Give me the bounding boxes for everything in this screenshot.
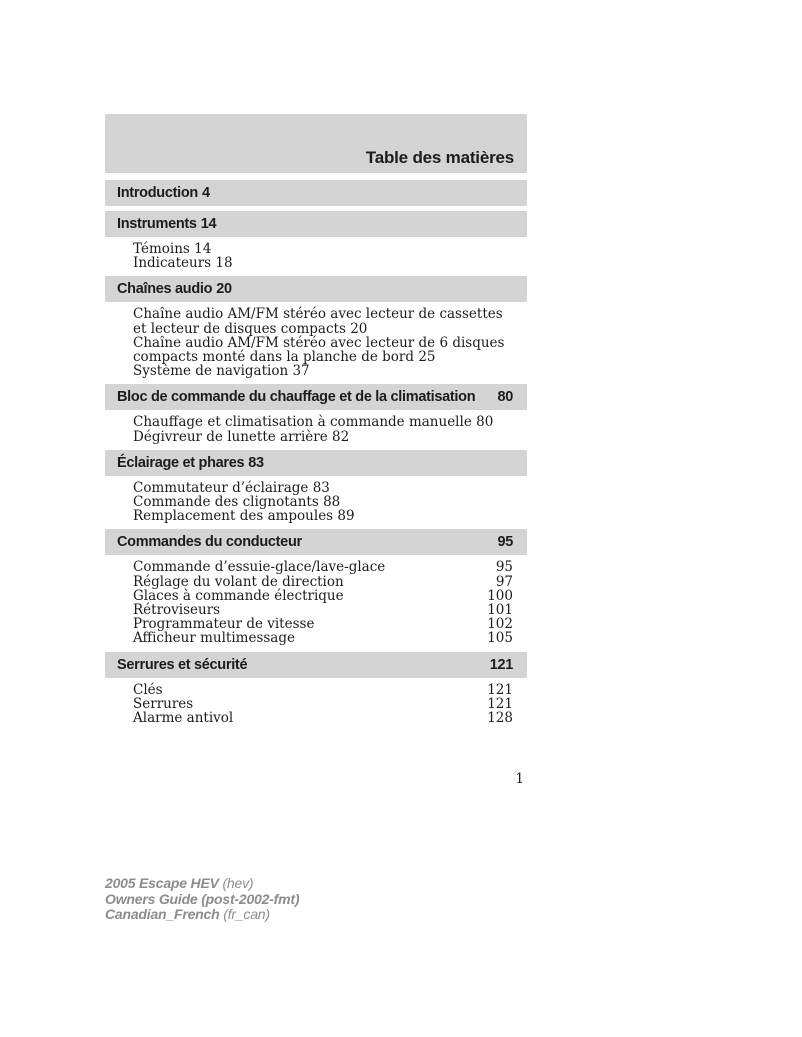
section-page-number: 95 bbox=[497, 534, 513, 551]
toc-entry: Alarme antivol 128 bbox=[133, 711, 513, 725]
entry-label: Remplacement des ampoules bbox=[133, 508, 334, 525]
toc-section-header: Serrures et sécurité 121 bbox=[105, 651, 527, 678]
footer-bold-text: Owners Guide (post-2002-fmt) bbox=[105, 890, 300, 907]
entry-page-number: 14 bbox=[194, 241, 212, 257]
section-page-number: 121 bbox=[489, 656, 514, 673]
section-items: Témoins 14 Indicateurs 18 bbox=[105, 237, 527, 271]
section-page-number: 20 bbox=[216, 281, 232, 298]
section-page-number: 80 bbox=[497, 389, 513, 406]
document-footer: 2005 Escape HEV (hev) Owners Guide (post-… bbox=[105, 875, 300, 923]
toc-entry: Dégivreur de lunette arrière 82 bbox=[133, 430, 513, 444]
entry-page-number: 105 bbox=[487, 630, 513, 647]
toc-entry: Clés 121 bbox=[133, 681, 513, 698]
entry-page-number: 128 bbox=[487, 710, 513, 727]
toc-section-header: Éclairage et phares 83 bbox=[105, 449, 527, 476]
entry-page-number: 20 bbox=[350, 320, 368, 337]
section-page-number: 4 bbox=[201, 185, 210, 201]
section-page-number: 83 bbox=[248, 454, 264, 471]
section-title: Serrures et sécurité bbox=[117, 656, 248, 673]
entry-page-number: 37 bbox=[292, 363, 310, 380]
section-title: Instruments bbox=[117, 216, 197, 232]
entry-page-number: 83 bbox=[312, 479, 330, 496]
entry-label: Chauffage et climatisation à commande ma… bbox=[133, 414, 472, 431]
entry-page-number: 18 bbox=[215, 255, 233, 272]
toc-entry: Chauffage et climatisation à commande ma… bbox=[133, 415, 513, 429]
entry-page-number: 80 bbox=[476, 414, 494, 431]
table-of-contents: Table des matières Introduction 4 Instrume… bbox=[105, 114, 527, 787]
footer-line: Canadian_French (fr_can) bbox=[105, 906, 299, 923]
footer-regular-text: (hev) bbox=[222, 875, 254, 891]
entry-page-number: 100 bbox=[487, 587, 513, 604]
entry-label: Clés bbox=[133, 681, 163, 698]
toc-section-header: Commandes du conducteur 95 bbox=[105, 529, 527, 556]
entry-label: Commande d’essuie-glace/lave-glace bbox=[133, 559, 386, 576]
entry-page-number: 97 bbox=[495, 573, 513, 590]
toc-entry: Rétroviseurs 101 bbox=[133, 603, 513, 617]
entry-label: Chaîne audio AM/FM stéréo avec lecteur d… bbox=[133, 334, 505, 366]
entry-label: Commande des clignotants bbox=[133, 494, 319, 511]
section-title: Chaînes audio bbox=[117, 281, 213, 298]
page-number: 1 bbox=[515, 771, 524, 787]
toc-sections: Introduction 4 Instruments 14 Témoins 14 Indi… bbox=[105, 180, 527, 726]
section-items: Chauffage et climatisation à commande ma… bbox=[105, 410, 527, 444]
entry-label: Dégivreur de lunette arrière bbox=[133, 428, 328, 445]
section-title: Éclairage et phares bbox=[117, 454, 245, 471]
toc-entry: Commande des clignotants 88 bbox=[133, 495, 513, 509]
entry-label: Indicateurs bbox=[133, 255, 212, 272]
entry-label: Programmateur de vitesse bbox=[133, 616, 315, 633]
toc-entry: Chaîne audio AM/FM stéréo avec lecteur d… bbox=[133, 307, 513, 335]
toc-section-header: Instruments 14 bbox=[105, 211, 527, 237]
entry-page-number: 101 bbox=[487, 602, 513, 619]
toc-entry: Témoins 14 bbox=[133, 242, 513, 256]
entry-label: Rétroviseurs bbox=[133, 602, 221, 619]
footer-bold-text: 2005 Escape HEV bbox=[105, 875, 219, 891]
section-items: Commande d’essuie-glace/lave-glace 95 Régl… bbox=[105, 555, 527, 646]
toc-entry: Afficheur multimessage 105 bbox=[133, 631, 513, 645]
footer-line: 2005 Escape HEV (hev) bbox=[105, 875, 299, 892]
section-title: Introduction bbox=[117, 185, 198, 201]
entry-label: Glaces à commande électrique bbox=[133, 587, 344, 604]
section-title: Commandes du conducteur bbox=[117, 534, 302, 551]
toc-entry: Indicateurs 18 bbox=[133, 256, 513, 270]
toc-entry: Chaîne audio AM/FM stéréo avec lecteur d… bbox=[133, 336, 513, 364]
entry-label: Système de navigation bbox=[133, 363, 289, 380]
section-items: Commutateur d’éclairage 83 Commande des c… bbox=[105, 476, 527, 525]
entry-label: Réglage du volant de direction bbox=[133, 573, 344, 590]
entry-label: Afficheur multimessage bbox=[133, 630, 295, 647]
toc-entry: Programmateur de vitesse 102 bbox=[133, 617, 513, 631]
toc-section-header: Introduction 4 bbox=[105, 180, 527, 206]
page-title: Table des matières bbox=[365, 148, 514, 167]
entry-label: Commutateur d’éclairage bbox=[133, 479, 309, 496]
toc-entry: Glaces à commande électrique 100 bbox=[133, 589, 513, 603]
entry-page-number: 121 bbox=[487, 695, 513, 712]
toc-entry: Serrures 121 bbox=[133, 697, 513, 711]
entry-label: Chaîne audio AM/FM stéréo avec lecteur d… bbox=[133, 306, 503, 337]
toc-entry: Commande d’essuie-glace/lave-glace 95 bbox=[133, 560, 513, 574]
entry-page-number: 95 bbox=[495, 559, 513, 576]
toc-entry: Remplacement des ampoules 89 bbox=[133, 509, 513, 523]
entry-page-number: 121 bbox=[487, 681, 513, 698]
entry-label: Témoins bbox=[133, 241, 190, 257]
footer-bold-text: Canadian_French bbox=[105, 906, 220, 922]
toc-entry: Système de navigation 37 bbox=[133, 364, 513, 378]
entry-label: Alarme antivol bbox=[133, 710, 234, 727]
entry-page-number: 82 bbox=[332, 428, 350, 445]
section-page-number: 14 bbox=[200, 216, 217, 232]
entry-label: Serrures bbox=[133, 695, 194, 712]
entry-page-number: 88 bbox=[323, 494, 341, 511]
toc-section-header: Chaînes audio 20 bbox=[105, 276, 527, 303]
entry-page-number: 89 bbox=[337, 508, 355, 525]
toc-entry: Réglage du volant de direction 97 bbox=[133, 573, 513, 590]
entry-page-number: 102 bbox=[487, 616, 513, 633]
toc-section-header: Bloc de commande du chauffage et de la c… bbox=[105, 384, 527, 411]
toc-header-block: Table des matières bbox=[105, 114, 527, 173]
toc-entry: Commutateur d’éclairage 83 bbox=[133, 481, 513, 495]
entry-page-number: 25 bbox=[418, 349, 436, 366]
footer-line: Owners Guide (post-2002-fmt) bbox=[105, 890, 300, 908]
section-items: Clés 121 Serrures 121 Alarme antivol 128 bbox=[105, 678, 527, 727]
section-title: Bloc de commande du chauffage et de la c… bbox=[117, 389, 476, 406]
section-items: Chaîne audio AM/FM stéréo avec lecteur d… bbox=[105, 302, 527, 379]
footer-regular-text: (fr_can) bbox=[223, 906, 270, 922]
